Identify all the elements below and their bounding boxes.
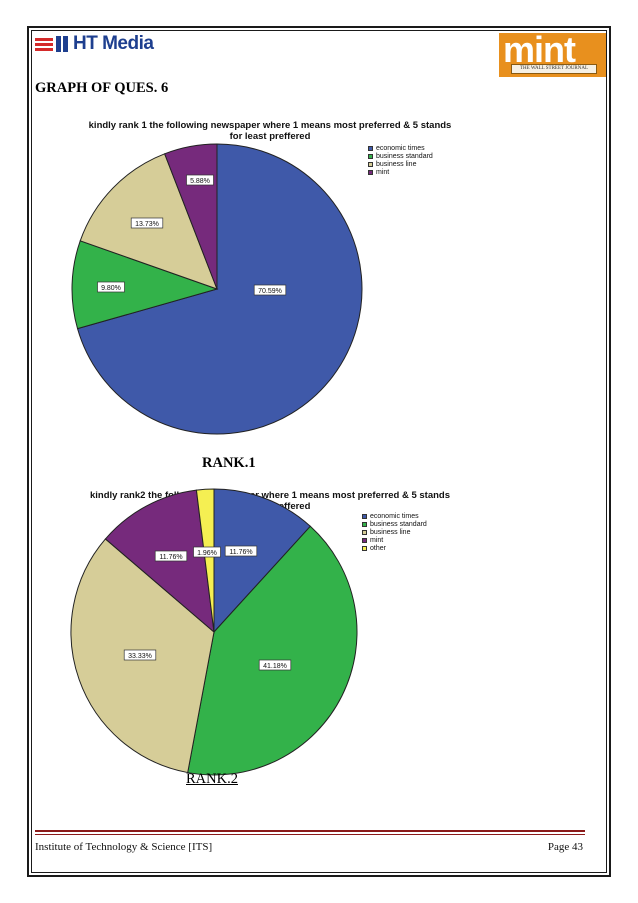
chart2-caption: RANK.2 (186, 771, 238, 787)
page-border-inner (31, 30, 607, 873)
page-heading: GRAPH OF QUES. 6 (35, 80, 169, 96)
chart2-data-label-economic-times: 11.76% (224, 545, 258, 557)
chart1-legend-item: business standard (368, 152, 433, 160)
svg-text:11.76%: 11.76% (159, 554, 182, 561)
chart1-legend-item: business line (368, 160, 433, 168)
svg-text:1.96%: 1.96% (197, 550, 217, 557)
legend-label: economic times (376, 144, 425, 152)
chart1-caption: RANK.1 (202, 455, 256, 471)
chart1-title-line2: for least preffered (229, 131, 311, 142)
legend-swatch-icon (368, 161, 373, 167)
chart2-legend-item: mint (362, 536, 427, 544)
legend-label: business standard (370, 520, 427, 528)
legend-label: business standard (376, 152, 433, 160)
mint-logo-subtitle: THE WALL STREET JOURNAL (511, 64, 597, 74)
chart1-data-label-economic-times: 70.59% (253, 284, 287, 296)
chart2-legend-item: business standard (362, 520, 427, 528)
legend-swatch-icon (362, 545, 367, 551)
svg-text:33.33%: 33.33% (128, 653, 152, 660)
chart1-data-label-mint: 5.88% (186, 174, 214, 186)
legend-swatch-icon (368, 169, 373, 175)
chart2-legend-item: other (362, 544, 427, 552)
ht-blocks-icon (56, 36, 68, 52)
svg-text:70.59%: 70.59% (258, 288, 282, 295)
chart1-slice-business-standard (71, 240, 219, 330)
chart1-title-line1: kindly rank 1 the following newspaper wh… (88, 120, 452, 131)
legend-label: business line (370, 528, 411, 536)
legend-swatch-icon (368, 153, 373, 159)
legend-swatch-icon (362, 529, 367, 535)
chart2-data-label-business-line: 33.33% (123, 649, 157, 661)
footer-institute: Institute of Technology & Science [ITS] (35, 841, 213, 853)
legend-label: mint (376, 168, 390, 176)
footer-divider (35, 830, 585, 832)
svg-text:41.18%: 41.18% (263, 663, 287, 670)
svg-text:11.76%: 11.76% (229, 549, 252, 556)
legend-label: other (370, 544, 386, 552)
svg-text:13.73%: 13.73% (135, 221, 159, 228)
ht-media-logo: HT Media (35, 33, 154, 55)
chart2-legend-item: business line (362, 528, 427, 536)
chart2-data-label-business-standard: 41.18% (258, 659, 292, 671)
legend-swatch-icon (362, 521, 367, 527)
chart2-slice-economic-times (213, 488, 312, 634)
legend-swatch-icon (368, 145, 373, 151)
chart1-slice-economic-times (76, 143, 363, 435)
chart1-data-label-business-line: 13.73% (130, 217, 164, 229)
chart2-title-line1: kindly rank2 the following newspaper whe… (89, 490, 451, 501)
chart2-slice-business-standard (187, 525, 358, 776)
legend-label: economic times (370, 512, 419, 520)
mint-logo: mint THE WALL STREET JOURNAL (499, 29, 606, 77)
chart2-legend: economic times business standard business … (362, 512, 427, 552)
chart1-legend-item: economic times (368, 144, 433, 152)
legend-swatch-icon (362, 537, 367, 543)
mint-logo-text: mint (503, 29, 576, 70)
chart1-title: kindly rank 1 the following newspaper wh… (60, 120, 480, 142)
legend-swatch-icon (362, 513, 367, 519)
ht-bars-icon (35, 37, 53, 51)
svg-text:5.88%: 5.88% (190, 178, 210, 185)
footer-page-number: Page 43 (547, 841, 583, 853)
page-border-outer (27, 26, 611, 877)
chart2-data-label-other: 1.96% (193, 546, 221, 558)
chart1-legend-item: mint (368, 168, 433, 176)
legend-label: business line (376, 160, 417, 168)
chart1-data-label-business-standard: 9.80% (97, 281, 125, 293)
chart1-legend: economic times business standard business … (368, 144, 433, 176)
chart2-legend-item: economic times (362, 512, 427, 520)
chart2-slice-other (195, 488, 215, 633)
svg-text:9.80%: 9.80% (101, 285, 121, 292)
ht-logo-text: HT Media (73, 33, 154, 54)
legend-label: mint (370, 536, 384, 544)
footer-divider-thin (35, 834, 585, 835)
chart2-data-label-mint: 11.76% (154, 550, 188, 562)
